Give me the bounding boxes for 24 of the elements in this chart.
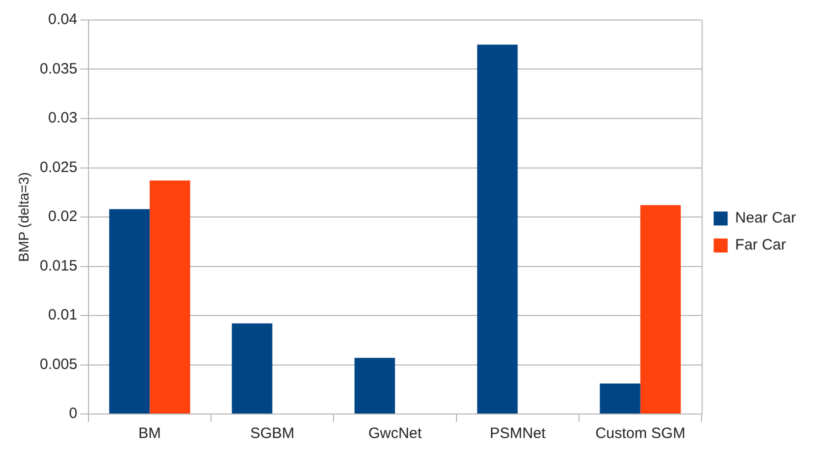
bar	[109, 209, 150, 414]
y-tick-label: 0.005	[40, 356, 78, 373]
y-tick-label: 0.01	[48, 306, 78, 324]
x-tick-label: Custom SGM	[595, 425, 686, 442]
bar	[232, 323, 272, 414]
bar	[477, 44, 518, 414]
y-tick-label: 0.025	[40, 158, 78, 176]
y-axis-title: BMP (delta=3)	[15, 172, 32, 262]
bar	[150, 180, 190, 414]
y-tick-label: 0.04	[48, 11, 78, 28]
legend-label: Far Car	[735, 236, 786, 254]
y-tick-label: 0	[68, 405, 78, 422]
x-tick-label: SGBM	[250, 425, 294, 442]
y-tick-label: 0.03	[48, 110, 78, 127]
y-tick-label: 0.035	[40, 60, 78, 78]
bar	[354, 358, 395, 414]
y-tick-label: 0.015	[40, 257, 78, 274]
x-tick-label: GwcNet	[368, 425, 422, 442]
y-tick-label: 0.02	[48, 208, 78, 226]
legend-label: Near Car	[735, 210, 796, 227]
x-tick-label: BM	[138, 425, 161, 442]
bar	[600, 383, 640, 414]
bar	[640, 205, 681, 414]
x-tick-label: PSMNet	[490, 425, 546, 442]
